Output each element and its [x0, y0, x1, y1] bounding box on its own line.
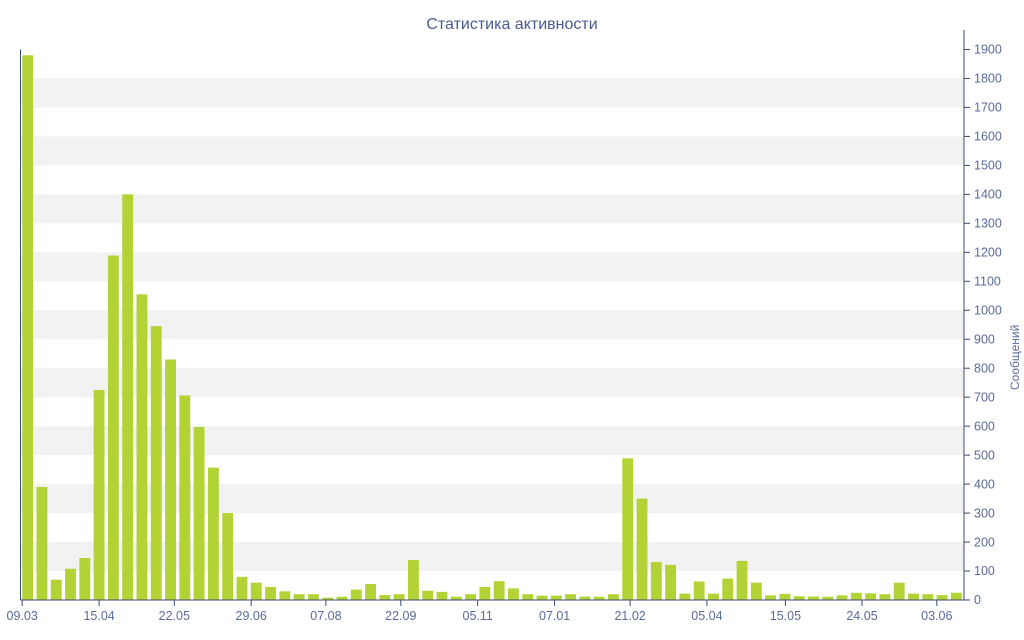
svg-text:800: 800: [974, 361, 995, 375]
svg-text:07.01: 07.01: [539, 609, 570, 623]
svg-text:05.11: 05.11: [463, 609, 493, 623]
svg-text:21.02: 21.02: [614, 609, 645, 623]
svg-text:0: 0: [974, 593, 981, 607]
svg-text:1000: 1000: [974, 303, 1002, 317]
svg-text:1600: 1600: [974, 130, 1002, 144]
svg-text:300: 300: [974, 506, 995, 520]
svg-text:05.04: 05.04: [691, 609, 722, 623]
svg-text:29.06: 29.06: [236, 609, 267, 623]
svg-text:700: 700: [974, 390, 995, 404]
svg-text:900: 900: [974, 332, 995, 346]
svg-text:15.04: 15.04: [83, 609, 114, 623]
svg-text:1200: 1200: [974, 246, 1002, 260]
svg-text:400: 400: [974, 477, 995, 491]
svg-text:1100: 1100: [974, 274, 1001, 288]
svg-text:07.08: 07.08: [310, 609, 341, 623]
svg-text:200: 200: [974, 535, 995, 549]
svg-text:1700: 1700: [974, 101, 1002, 115]
svg-text:09.03: 09.03: [7, 609, 38, 623]
svg-text:15.05: 15.05: [770, 609, 801, 623]
svg-text:500: 500: [974, 448, 995, 462]
svg-text:03.06: 03.06: [921, 609, 952, 623]
svg-text:22.05: 22.05: [159, 609, 190, 623]
svg-text:600: 600: [974, 419, 995, 433]
svg-text:1500: 1500: [974, 159, 1002, 173]
svg-text:1900: 1900: [974, 43, 1002, 57]
svg-text:24.05: 24.05: [846, 609, 877, 623]
svg-text:1300: 1300: [974, 217, 1002, 231]
svg-text:100: 100: [974, 564, 995, 578]
svg-text:1800: 1800: [974, 72, 1002, 86]
svg-text:22.09: 22.09: [385, 609, 416, 623]
svg-text:1400: 1400: [974, 188, 1002, 202]
